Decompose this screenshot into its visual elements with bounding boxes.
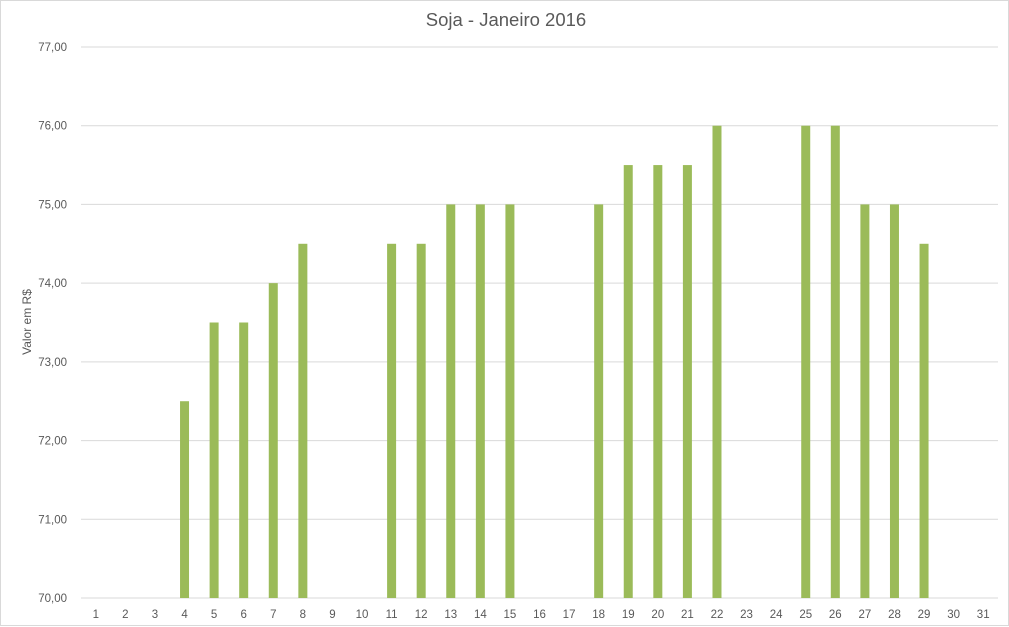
bar-day-7 — [268, 283, 278, 598]
bar-day-28 — [889, 204, 899, 598]
x-tick-label: 3 — [152, 609, 158, 621]
x-tick-label: 29 — [918, 609, 931, 621]
x-tick-label: 5 — [211, 609, 217, 621]
bar-day-27 — [860, 204, 870, 598]
x-tick-label: 1 — [93, 609, 99, 621]
x-tick-label: 15 — [504, 609, 517, 621]
bar-day-4 — [180, 401, 190, 598]
y-tick-label: 70,00 — [38, 593, 67, 605]
x-tick-label: 2 — [122, 609, 128, 621]
x-tick-label: 17 — [563, 609, 576, 621]
x-tick-label: 10 — [356, 609, 369, 621]
x-tick-label: 25 — [799, 609, 812, 621]
bar-day-25 — [801, 125, 811, 598]
y-tick-label: 75,00 — [38, 199, 67, 211]
x-tick-label: 27 — [858, 609, 871, 621]
x-tick-label: 24 — [770, 609, 783, 621]
y-tick-label: 77,00 — [38, 42, 67, 54]
bars — [180, 125, 929, 599]
bar-day-15 — [505, 204, 515, 598]
bar-day-19 — [623, 165, 633, 599]
x-tick-label: 13 — [444, 609, 457, 621]
bar-day-11 — [387, 243, 397, 599]
bar-day-5 — [209, 322, 219, 598]
bar-day-8 — [298, 243, 308, 599]
chart-title: Soja - Janeiro 2016 — [426, 9, 586, 30]
y-tick-label: 74,00 — [38, 278, 67, 290]
bar-day-12 — [416, 243, 426, 599]
x-tick-label: 19 — [622, 609, 635, 621]
gridlines — [81, 46, 998, 599]
bar-day-6 — [239, 322, 249, 598]
x-tick-label: 26 — [829, 609, 842, 621]
x-tick-label: 31 — [977, 609, 990, 621]
bar-day-22 — [712, 125, 722, 598]
x-tick-label: 8 — [300, 609, 306, 621]
x-tick-label: 21 — [681, 609, 694, 621]
y-tick-label: 76,00 — [38, 121, 67, 133]
y-tick-label: 72,00 — [38, 436, 67, 448]
bar-day-21 — [682, 165, 692, 599]
x-tick-label: 9 — [329, 609, 335, 621]
x-tick-label: 22 — [711, 609, 724, 621]
bar-day-18 — [594, 204, 604, 598]
y-tick-label: 73,00 — [38, 357, 67, 369]
y-axis-ticks: 70,00 71,00 72,00 73,00 74,00 75,00 76,00 77,00 — [38, 42, 67, 605]
x-tick-label: 30 — [947, 609, 960, 621]
y-tick-label: 71,00 — [38, 514, 67, 526]
x-tick-label: 14 — [474, 609, 487, 621]
y-axis-label: Valor em R$ — [20, 289, 34, 355]
bar-day-26 — [830, 125, 840, 598]
x-tick-label: 28 — [888, 609, 901, 621]
x-tick-label: 7 — [270, 609, 276, 621]
bar-day-14 — [475, 204, 485, 598]
x-tick-label: 4 — [181, 609, 188, 621]
bar-day-20 — [653, 165, 663, 599]
x-tick-label: 18 — [592, 609, 605, 621]
x-axis-ticks: 1 2 3 4 5 6 7 8 9 10 11 12 13 14 15 16 17 18 19 20 21 22 23 24 2… — [93, 609, 990, 621]
bar-day-29 — [919, 243, 929, 599]
x-tick-label: 6 — [240, 609, 246, 621]
bar-day-13 — [446, 204, 456, 598]
x-tick-label: 23 — [740, 609, 753, 621]
x-tick-label: 11 — [386, 609, 398, 621]
x-tick-label: 16 — [533, 609, 546, 621]
x-tick-label: 12 — [415, 609, 428, 621]
x-tick-label: 20 — [651, 609, 664, 621]
